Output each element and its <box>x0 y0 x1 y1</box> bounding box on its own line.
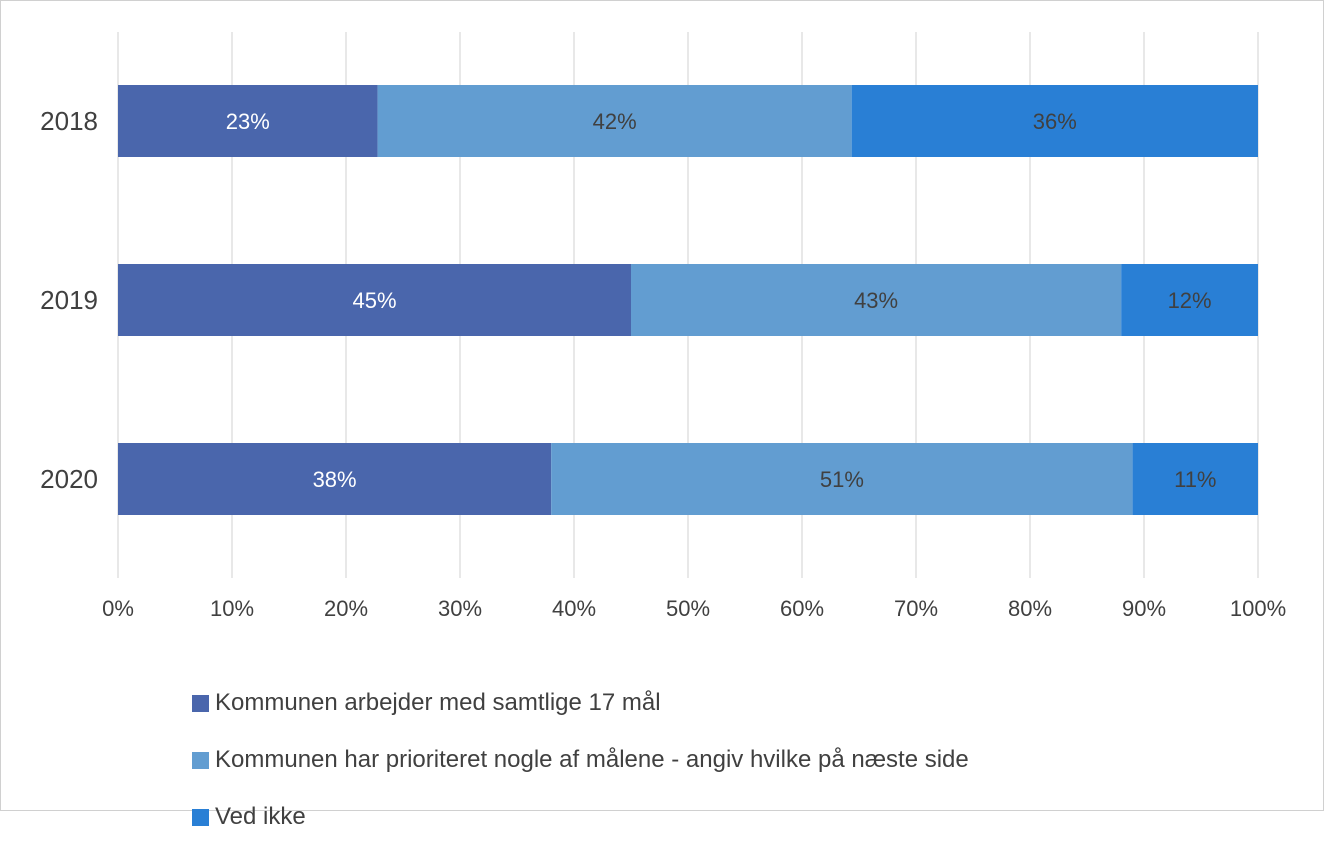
x-tick-label: 80% <box>1008 596 1052 621</box>
x-tick-label: 0% <box>102 596 134 621</box>
data-label: 38% <box>313 467 357 492</box>
x-tick-label: 30% <box>438 596 482 621</box>
legend-swatch <box>192 751 209 769</box>
legend-item: Kommunen har prioriteret nogle af målene… <box>192 740 1292 780</box>
bar-segment <box>1132 443 1258 515</box>
legend-label: Kommunen har prioriteret nogle af målene… <box>215 746 969 773</box>
x-tick-label: 100% <box>1230 596 1286 621</box>
legend-swatch <box>192 808 209 826</box>
bar-segment <box>118 443 552 515</box>
data-label: 23% <box>226 109 270 134</box>
y-category-label: 2019 <box>40 285 98 315</box>
chart-svg: 0% 10% 20% 30% 40% 50% 60% 70% 80% 90% 100% 2018 201… <box>40 32 1286 621</box>
legend: Kommunen arbejder med samtlige 17 mål Kom… <box>192 683 1292 854</box>
y-category-label: 2020 <box>40 464 98 494</box>
data-label: 43% <box>854 288 898 313</box>
x-tick-label: 90% <box>1122 596 1166 621</box>
x-tick-label: 50% <box>666 596 710 621</box>
data-label: 12% <box>1168 288 1212 313</box>
legend-label: Ved ikke <box>215 803 306 830</box>
bar-segment <box>377 85 852 157</box>
legend-swatch <box>192 694 209 712</box>
legend-item: Ved ikke <box>192 797 1292 837</box>
bar-segment <box>118 85 378 157</box>
bar-segment <box>631 264 1122 336</box>
data-label: 42% <box>593 109 637 134</box>
x-tick-label: 60% <box>780 596 824 621</box>
data-label: 11% <box>1174 467 1216 492</box>
legend-item: Kommunen arbejder med samtlige 17 mål <box>192 683 1292 723</box>
data-label: 51% <box>820 467 864 492</box>
x-tick-label: 70% <box>894 596 938 621</box>
data-label: 45% <box>352 288 396 313</box>
labels: 0% 10% 20% 30% 40% 50% 60% 70% 80% 90% 100% 2018 201… <box>40 106 1286 621</box>
x-tick-label: 10% <box>210 596 254 621</box>
x-tick-label: 20% <box>324 596 368 621</box>
bars <box>118 85 1258 515</box>
y-category-label: 2018 <box>40 106 98 136</box>
bar-segment <box>551 443 1133 515</box>
x-tick-label: 40% <box>552 596 596 621</box>
data-label: 36% <box>1033 109 1077 134</box>
bar-segment <box>1121 264 1258 336</box>
bar-segment <box>851 85 1258 157</box>
bar-segment <box>118 264 631 336</box>
legend-label: Kommunen arbejder med samtlige 17 mål <box>215 689 661 716</box>
